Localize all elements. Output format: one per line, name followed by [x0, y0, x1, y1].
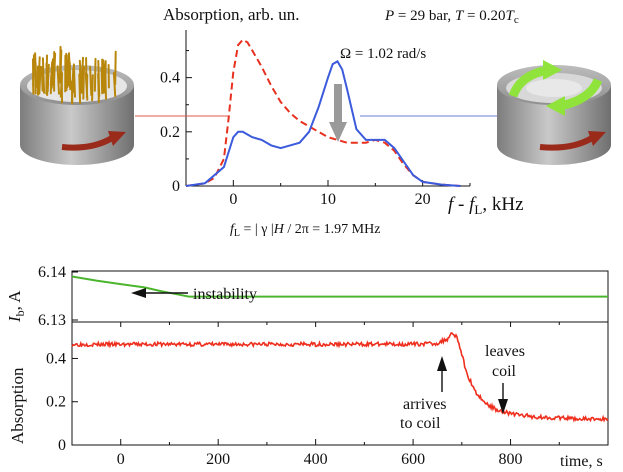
- spectrum-y-tick-label: 0.2: [160, 124, 180, 141]
- absorption-ticks: 0 0.2 0.4 0 200 400 600 800: [46, 322, 609, 468]
- frequency-axis-label: f - fL, kHz: [448, 194, 524, 217]
- spectrum-axes: [185, 30, 470, 187]
- time-axis-label: time, s: [560, 453, 603, 470]
- current-y-tick-label: 6.14: [38, 264, 66, 281]
- spectrum-title: Absorption, arb. un.: [163, 5, 299, 24]
- spectrum-x-tick-label: 20: [415, 191, 431, 208]
- cylinder-with-vortex-lines-icon: [20, 45, 134, 165]
- conditions-label: P = 29 bar, T = 0.20Tc: [384, 8, 519, 26]
- absorption-time-curve: [71, 332, 609, 423]
- current-y-tick-label: 6.13: [38, 312, 66, 329]
- omega-label: Ω = 1.02 rad/s: [340, 46, 426, 62]
- time-x-tick-label: 800: [499, 451, 523, 468]
- time-x-tick-label: 0: [117, 451, 125, 468]
- larmor-frequency-label: fL = | γ |H / 2π = 1.97 MHz: [230, 222, 380, 239]
- leaves-label-line2: coil: [492, 363, 517, 380]
- time-x-tick-label: 400: [304, 451, 328, 468]
- cylinder-with-flow-icon: [497, 60, 611, 165]
- current-axis-label: Ib, A: [5, 290, 27, 323]
- time-x-tick-label: 200: [206, 451, 230, 468]
- spectrum-x-tick-label: 0: [229, 191, 237, 208]
- leaves-label-line1: leaves: [485, 343, 525, 360]
- spectrum-x-tick-label: 10: [320, 191, 336, 208]
- spectrum-y-tick-label: 0: [172, 178, 180, 195]
- current-curve: [71, 275, 608, 298]
- dashed-spectrum-curve: [185, 38, 461, 187]
- spectrum-ticks: 0 10 20 0 0.2 0.4: [160, 50, 471, 208]
- instability-arrow-icon: [131, 288, 146, 298]
- absorption-y-tick-label: 0.4: [46, 350, 66, 367]
- spectrum-y-tick-label: 0.4: [160, 70, 180, 87]
- absorption-y-tick-label: 0: [58, 437, 66, 454]
- current-ticks: 6.13 6.14: [38, 264, 78, 329]
- arrives-arrow-icon: [437, 356, 447, 371]
- instability-label: instability: [193, 286, 257, 303]
- peak-decrease-arrow-icon: [329, 84, 347, 142]
- solid-spectrum-curve: [185, 60, 461, 187]
- absorption-axis-label: Absorption: [8, 367, 27, 444]
- arrives-label-line1: arrives: [403, 396, 447, 413]
- leaves-arrow-icon: [498, 399, 508, 414]
- time-x-tick-label: 600: [401, 451, 425, 468]
- arrives-label-line2: to coil: [400, 415, 441, 432]
- absorption-y-tick-label: 0.2: [46, 394, 66, 411]
